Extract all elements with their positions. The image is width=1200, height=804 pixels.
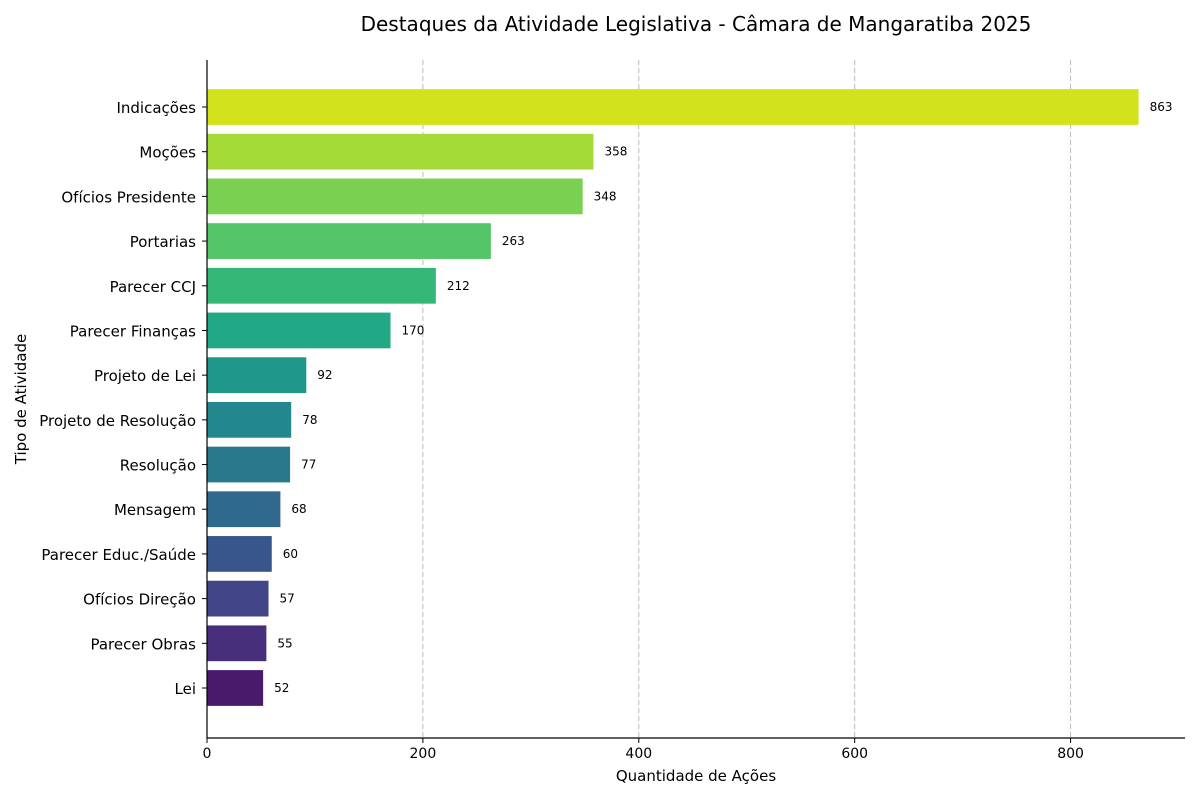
data-label: 92: [317, 368, 332, 382]
chart-title: Destaques da Atividade Legislativa - Câm…: [361, 12, 1032, 36]
bar: [207, 267, 436, 304]
y-tick-label: Moções: [139, 144, 196, 162]
x-tick-label: 0: [203, 746, 212, 762]
x-tick-label: 200: [410, 746, 437, 762]
x-tick-label: 600: [841, 746, 868, 762]
y-tick-label: Mensagem: [114, 501, 196, 519]
data-label: 55: [277, 636, 292, 650]
x-tick-label: 400: [625, 746, 652, 762]
grid-lines: [422, 60, 1072, 738]
data-label: 52: [274, 681, 289, 695]
y-tick-label: Ofícios Presidente: [61, 188, 196, 206]
data-labels: 863 358 348 263 212 170 92 78 77 68 60 57 55 52: [274, 100, 1172, 695]
y-tick-label: Portarias: [130, 233, 196, 251]
bar: [207, 625, 267, 662]
y-tick-label: Parecer Finanças: [70, 322, 196, 340]
y-tick-label: Resolução: [120, 457, 196, 475]
y-tick-label: Parecer Obras: [90, 635, 196, 653]
bar: [207, 312, 391, 349]
data-label: 212: [447, 279, 470, 293]
y-tick-label: Parecer Educ./Saúde: [41, 546, 196, 564]
y-tick-label: Indicações: [116, 99, 196, 117]
bar: [207, 223, 491, 259]
data-label: 358: [604, 145, 627, 159]
y-tick-label: Ofícios Direção: [83, 591, 196, 609]
data-label: 57: [280, 592, 295, 606]
bar: [207, 357, 307, 394]
x-axis-label: Quantidade de Ações: [616, 767, 776, 785]
x-axis-ticks: 0 200 400 600 800: [203, 738, 1084, 762]
y-tick-label: Projeto de Lei: [94, 367, 196, 385]
data-label: 68: [291, 502, 306, 516]
data-label: 170: [402, 323, 425, 337]
bar: [207, 133, 594, 170]
x-tick-label: 800: [1057, 746, 1084, 762]
bar: [207, 580, 269, 617]
bar: [207, 491, 281, 528]
y-tick-label: Projeto de Resolução: [39, 412, 196, 430]
bars: [207, 89, 1139, 706]
data-label: 348: [594, 189, 617, 203]
y-axis-ticks: Indicações Moções Ofícios Presidente Portar…: [39, 99, 207, 698]
data-label: 78: [302, 413, 317, 427]
y-tick-label: Parecer CCJ: [110, 278, 196, 296]
data-label: 263: [502, 234, 525, 248]
bar: [207, 401, 292, 438]
bar: [207, 536, 272, 572]
y-axis-label: Tipo de Atividade: [12, 334, 30, 465]
y-tick-label: Lei: [175, 680, 197, 698]
bar: [207, 89, 1139, 125]
bar: [207, 178, 583, 215]
bar: [207, 670, 264, 706]
data-label: 60: [283, 547, 298, 561]
data-label: 863: [1150, 100, 1173, 114]
bar: [207, 446, 291, 483]
data-label: 77: [301, 458, 316, 472]
